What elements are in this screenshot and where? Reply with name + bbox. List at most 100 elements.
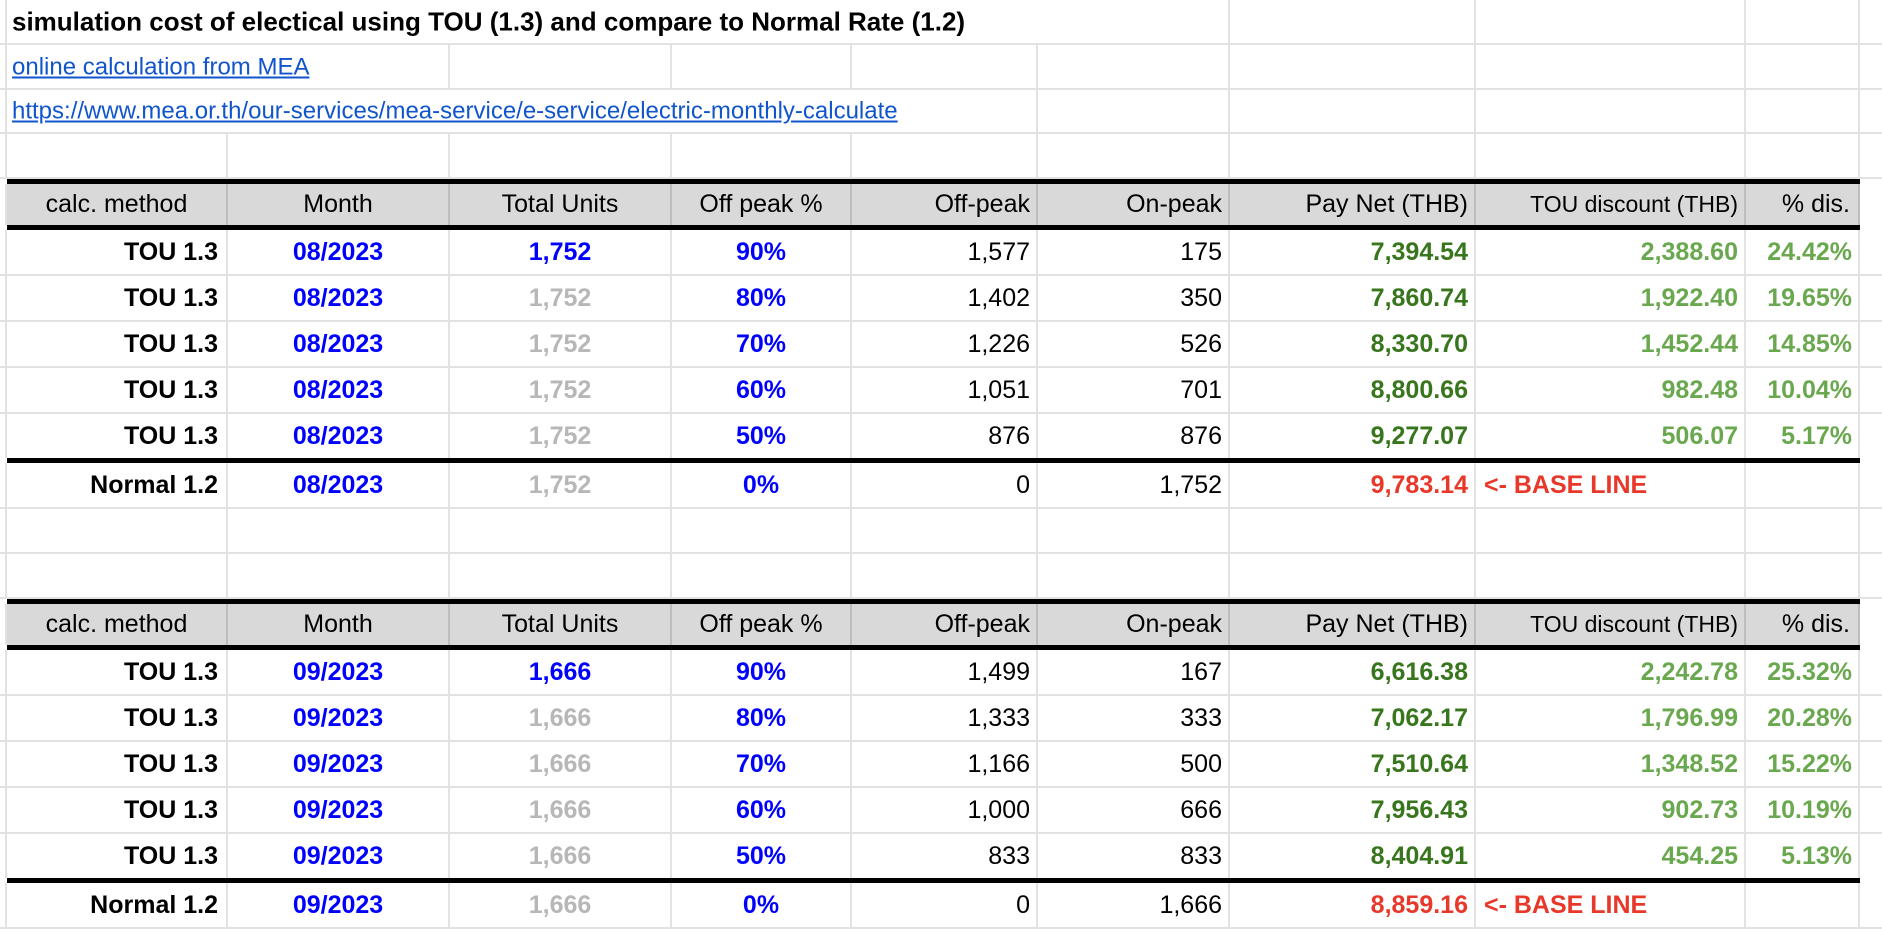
cell-pct-discount[interactable] — [1746, 883, 1860, 927]
header-total-units[interactable]: Total Units — [450, 184, 672, 225]
cell-off-peak[interactable]: 0 — [852, 463, 1038, 507]
cell-on-peak[interactable]: 1,752 — [1038, 463, 1230, 507]
cell-off-peak-pct[interactable]: 50% — [672, 834, 852, 878]
cell-pct-discount[interactable]: 20.28% — [1746, 696, 1860, 740]
empty-cell[interactable] — [228, 134, 450, 177]
empty-cell[interactable] — [672, 509, 852, 552]
empty-cell[interactable] — [852, 509, 1038, 552]
cell-off-peak-pct[interactable]: 50% — [672, 414, 852, 458]
empty-cell[interactable] — [1230, 134, 1476, 177]
header-off-peak-pct[interactable]: Off peak % — [672, 184, 852, 225]
cell-calc-method[interactable]: TOU 1.3 — [7, 834, 228, 878]
header-pay-net[interactable]: Pay Net (THB) — [1230, 604, 1476, 645]
cell-pay-net[interactable]: 8,330.70 — [1230, 322, 1476, 366]
cell-off-peak[interactable]: 1,226 — [852, 322, 1038, 366]
header-off-peak-pct[interactable]: Off peak % — [672, 604, 852, 645]
cell-month[interactable]: 09/2023 — [228, 650, 450, 694]
cell-off-peak[interactable]: 876 — [852, 414, 1038, 458]
empty-cell[interactable] — [1038, 554, 1230, 597]
empty-cell[interactable] — [1230, 0, 1476, 43]
empty-cell[interactable] — [450, 134, 672, 177]
empty-cell[interactable] — [228, 509, 450, 552]
cell-on-peak[interactable]: 526 — [1038, 322, 1230, 366]
header-tou-discount[interactable]: TOU discount (THB) — [1476, 604, 1746, 645]
cell-total-units[interactable]: 1,752 — [450, 368, 672, 412]
empty-cell[interactable] — [1038, 0, 1230, 43]
header-calc-method[interactable]: calc. method — [7, 184, 228, 225]
cell-month[interactable]: 09/2023 — [228, 788, 450, 832]
cell-pay-net[interactable]: 7,956.43 — [1230, 788, 1476, 832]
cell-pay-net[interactable]: 8,800.66 — [1230, 368, 1476, 412]
empty-cell[interactable] — [7, 509, 228, 552]
cell-calc-method[interactable]: Normal 1.2 — [7, 883, 228, 927]
cell-calc-method[interactable]: TOU 1.3 — [7, 650, 228, 694]
cell-tou-discount[interactable]: 454.25 — [1476, 834, 1746, 878]
cell-off-peak-pct[interactable]: 90% — [672, 230, 852, 274]
cell-calc-method[interactable]: TOU 1.3 — [7, 742, 228, 786]
cell-total-units[interactable]: 1,666 — [450, 696, 672, 740]
empty-cell[interactable] — [228, 554, 450, 597]
cell-on-peak[interactable]: 1,666 — [1038, 883, 1230, 927]
cell-month[interactable]: 08/2023 — [228, 368, 450, 412]
empty-cell[interactable] — [1476, 554, 1746, 597]
cell-tou-discount[interactable]: 2,242.78 — [1476, 650, 1746, 694]
cell-calc-method[interactable]: TOU 1.3 — [7, 276, 228, 320]
cell-tou-discount[interactable]: 2,388.60 — [1476, 230, 1746, 274]
cell-off-peak[interactable]: 1,051 — [852, 368, 1038, 412]
cell-pct-discount[interactable]: 14.85% — [1746, 322, 1860, 366]
cell-off-peak-pct[interactable]: 0% — [672, 463, 852, 507]
cell-calc-method[interactable]: TOU 1.3 — [7, 788, 228, 832]
empty-cell[interactable] — [1038, 509, 1230, 552]
cell-month[interactable]: 09/2023 — [228, 696, 450, 740]
empty-cell[interactable] — [1230, 509, 1476, 552]
empty-cell[interactable] — [1476, 134, 1746, 177]
cell-off-peak-pct[interactable]: 70% — [672, 322, 852, 366]
empty-cell[interactable] — [1476, 45, 1746, 88]
header-on-peak[interactable]: On-peak — [1038, 604, 1230, 645]
cell-pay-net[interactable]: 7,860.74 — [1230, 276, 1476, 320]
empty-cell[interactable] — [1038, 45, 1230, 88]
empty-cell[interactable] — [672, 134, 852, 177]
cell-month[interactable]: 08/2023 — [228, 463, 450, 507]
empty-cell[interactable] — [1038, 134, 1230, 177]
cell-on-peak[interactable]: 876 — [1038, 414, 1230, 458]
empty-cell[interactable] — [1746, 90, 1860, 132]
cell-pay-net[interactable]: 9,277.07 — [1230, 414, 1476, 458]
cell-tou-discount[interactable]: 902.73 — [1476, 788, 1746, 832]
empty-cell[interactable] — [1230, 90, 1476, 132]
empty-cell[interactable] — [852, 554, 1038, 597]
cell-pay-net[interactable]: 9,783.14 — [1230, 463, 1476, 507]
cell-off-peak[interactable]: 1,333 — [852, 696, 1038, 740]
cell-pct-discount[interactable]: 10.04% — [1746, 368, 1860, 412]
cell-pct-discount[interactable]: 5.17% — [1746, 414, 1860, 458]
header-pct-discount[interactable]: % dis. — [1746, 604, 1860, 645]
cell-total-units[interactable]: 1,752 — [450, 463, 672, 507]
header-total-units[interactable]: Total Units — [450, 604, 672, 645]
cell-off-peak-pct[interactable]: 80% — [672, 696, 852, 740]
cell-total-units[interactable]: 1,666 — [450, 650, 672, 694]
empty-cell[interactable] — [1746, 554, 1860, 597]
cell-pay-net[interactable]: 7,510.64 — [1230, 742, 1476, 786]
cell-off-peak[interactable]: 1,000 — [852, 788, 1038, 832]
empty-cell[interactable] — [1476, 90, 1746, 132]
cell-pay-net[interactable]: 7,062.17 — [1230, 696, 1476, 740]
cell-pay-net[interactable]: 6,616.38 — [1230, 650, 1476, 694]
mea-url-link[interactable]: https://www.mea.or.th/our-services/mea-s… — [12, 97, 898, 125]
cell-on-peak[interactable]: 701 — [1038, 368, 1230, 412]
empty-cell[interactable] — [852, 90, 1038, 132]
cell-pct-discount[interactable]: 19.65% — [1746, 276, 1860, 320]
cell-tou-discount[interactable]: <- BASE LINE — [1476, 883, 1746, 927]
cell-off-peak-pct[interactable]: 80% — [672, 276, 852, 320]
empty-cell[interactable] — [672, 554, 852, 597]
cell-month[interactable]: 08/2023 — [228, 230, 450, 274]
cell-total-units[interactable]: 1,666 — [450, 788, 672, 832]
cell-calc-method[interactable]: TOU 1.3 — [7, 230, 228, 274]
cell-off-peak[interactable]: 1,499 — [852, 650, 1038, 694]
empty-cell[interactable] — [1038, 90, 1230, 132]
cell-off-peak[interactable]: 833 — [852, 834, 1038, 878]
cell-off-peak-pct[interactable]: 0% — [672, 883, 852, 927]
header-pay-net[interactable]: Pay Net (THB) — [1230, 184, 1476, 225]
cell-calc-method[interactable]: TOU 1.3 — [7, 322, 228, 366]
empty-cell[interactable] — [672, 45, 852, 88]
cell-total-units[interactable]: 1,752 — [450, 230, 672, 274]
